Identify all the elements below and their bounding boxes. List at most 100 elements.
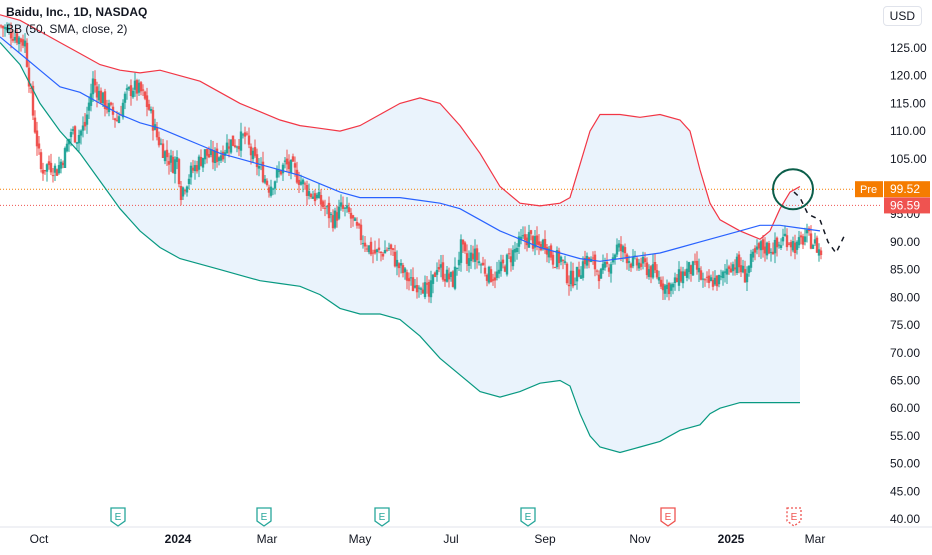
candle-body [405,272,409,281]
earnings-marker[interactable]: E [256,507,272,527]
candle-body [375,249,379,253]
candle-body [793,242,797,253]
candle-body [137,82,141,93]
candle-body [181,187,185,197]
candle-body [387,247,391,250]
candle-body [495,271,499,278]
candle-body [703,279,707,281]
candle-body [189,165,193,178]
candle-body [193,165,197,172]
candle-body [691,261,695,276]
y-tick-label: 65.00 [890,374,920,388]
candle-body [221,151,225,160]
candle-body [175,157,179,162]
symbol-title[interactable]: Baidu, Inc., 1D, NASDAQ [6,5,148,19]
candle-body [33,117,37,133]
earnings-marker[interactable]: E [110,507,126,527]
earnings-marker[interactable]: E [520,507,536,527]
candle-body [59,161,63,169]
candle-body [787,243,791,245]
candle-body [185,186,189,193]
earnings-marker-shape [786,507,802,527]
candle-body [77,135,81,144]
candle-body [651,264,655,278]
candle-body [357,223,361,226]
earnings-marker-shape [256,507,272,527]
candle-body [579,275,583,279]
candle-body [547,248,551,258]
candle-body [219,155,223,161]
candle-body [87,102,91,111]
candle-body [393,251,397,267]
candle-body [781,236,785,242]
candle-body [625,254,629,264]
upper-band-line [0,14,801,240]
candle-body [773,239,777,254]
candle-body [51,175,55,177]
candle-body [25,42,29,67]
currency-button[interactable]: USD [882,6,922,26]
candle-body [167,161,171,165]
candle-body [225,142,229,154]
candle-body [23,40,27,47]
candle-body [417,287,421,289]
candle-body [149,109,153,112]
candle-body [371,252,375,254]
candle-body [141,89,145,91]
candle-body [613,254,617,260]
candle-body [705,276,709,278]
candle-body [187,178,191,184]
candle-body [385,249,389,251]
candle-body [39,152,43,169]
candle-body [519,236,523,241]
candle-body [369,241,373,255]
candle-body [361,243,365,245]
candle-body [55,169,59,176]
candle-body [427,282,431,297]
indicator-label[interactable]: BB (50, SMA, close, 2) [6,22,128,36]
candle-body [325,206,329,208]
candle-body [253,147,257,156]
candle-body [739,265,743,273]
candle-body [791,241,795,251]
last-price-value: 96.59 [890,198,920,212]
earnings-marker-label: E [525,512,532,523]
candle-body [205,148,209,156]
candle-body [403,268,407,273]
candle-body [433,272,437,277]
candle-body [247,135,251,145]
candle-body [145,95,149,107]
earnings-marker[interactable]: E [660,507,676,527]
candle-body [349,212,353,219]
candle-body [597,274,601,282]
candle-body [151,110,155,131]
candle-body [567,284,571,287]
earnings-marker[interactable]: E [786,507,802,527]
candle-body [583,257,587,265]
candle-body [465,253,469,264]
candle-body [801,236,805,245]
candle-body [31,85,35,116]
candle-body [139,82,143,92]
candle-body [381,253,385,257]
candle-body [675,277,679,283]
candle-body [7,28,11,30]
candle-body [223,152,227,156]
candle-body [491,279,495,281]
candle-body [347,207,351,212]
candle-body [665,284,669,290]
candle-body [701,278,705,280]
candle-body [229,139,233,153]
candle-body [283,160,287,162]
candle-body [717,275,721,285]
earnings-marker[interactable]: E [374,507,390,527]
candle-body [709,277,713,282]
candle-body [287,161,291,169]
candle-body [15,33,19,43]
candle-body [47,161,51,166]
earnings-marker-shape [660,507,676,527]
candle-body [95,86,99,98]
candle-body [517,236,521,247]
